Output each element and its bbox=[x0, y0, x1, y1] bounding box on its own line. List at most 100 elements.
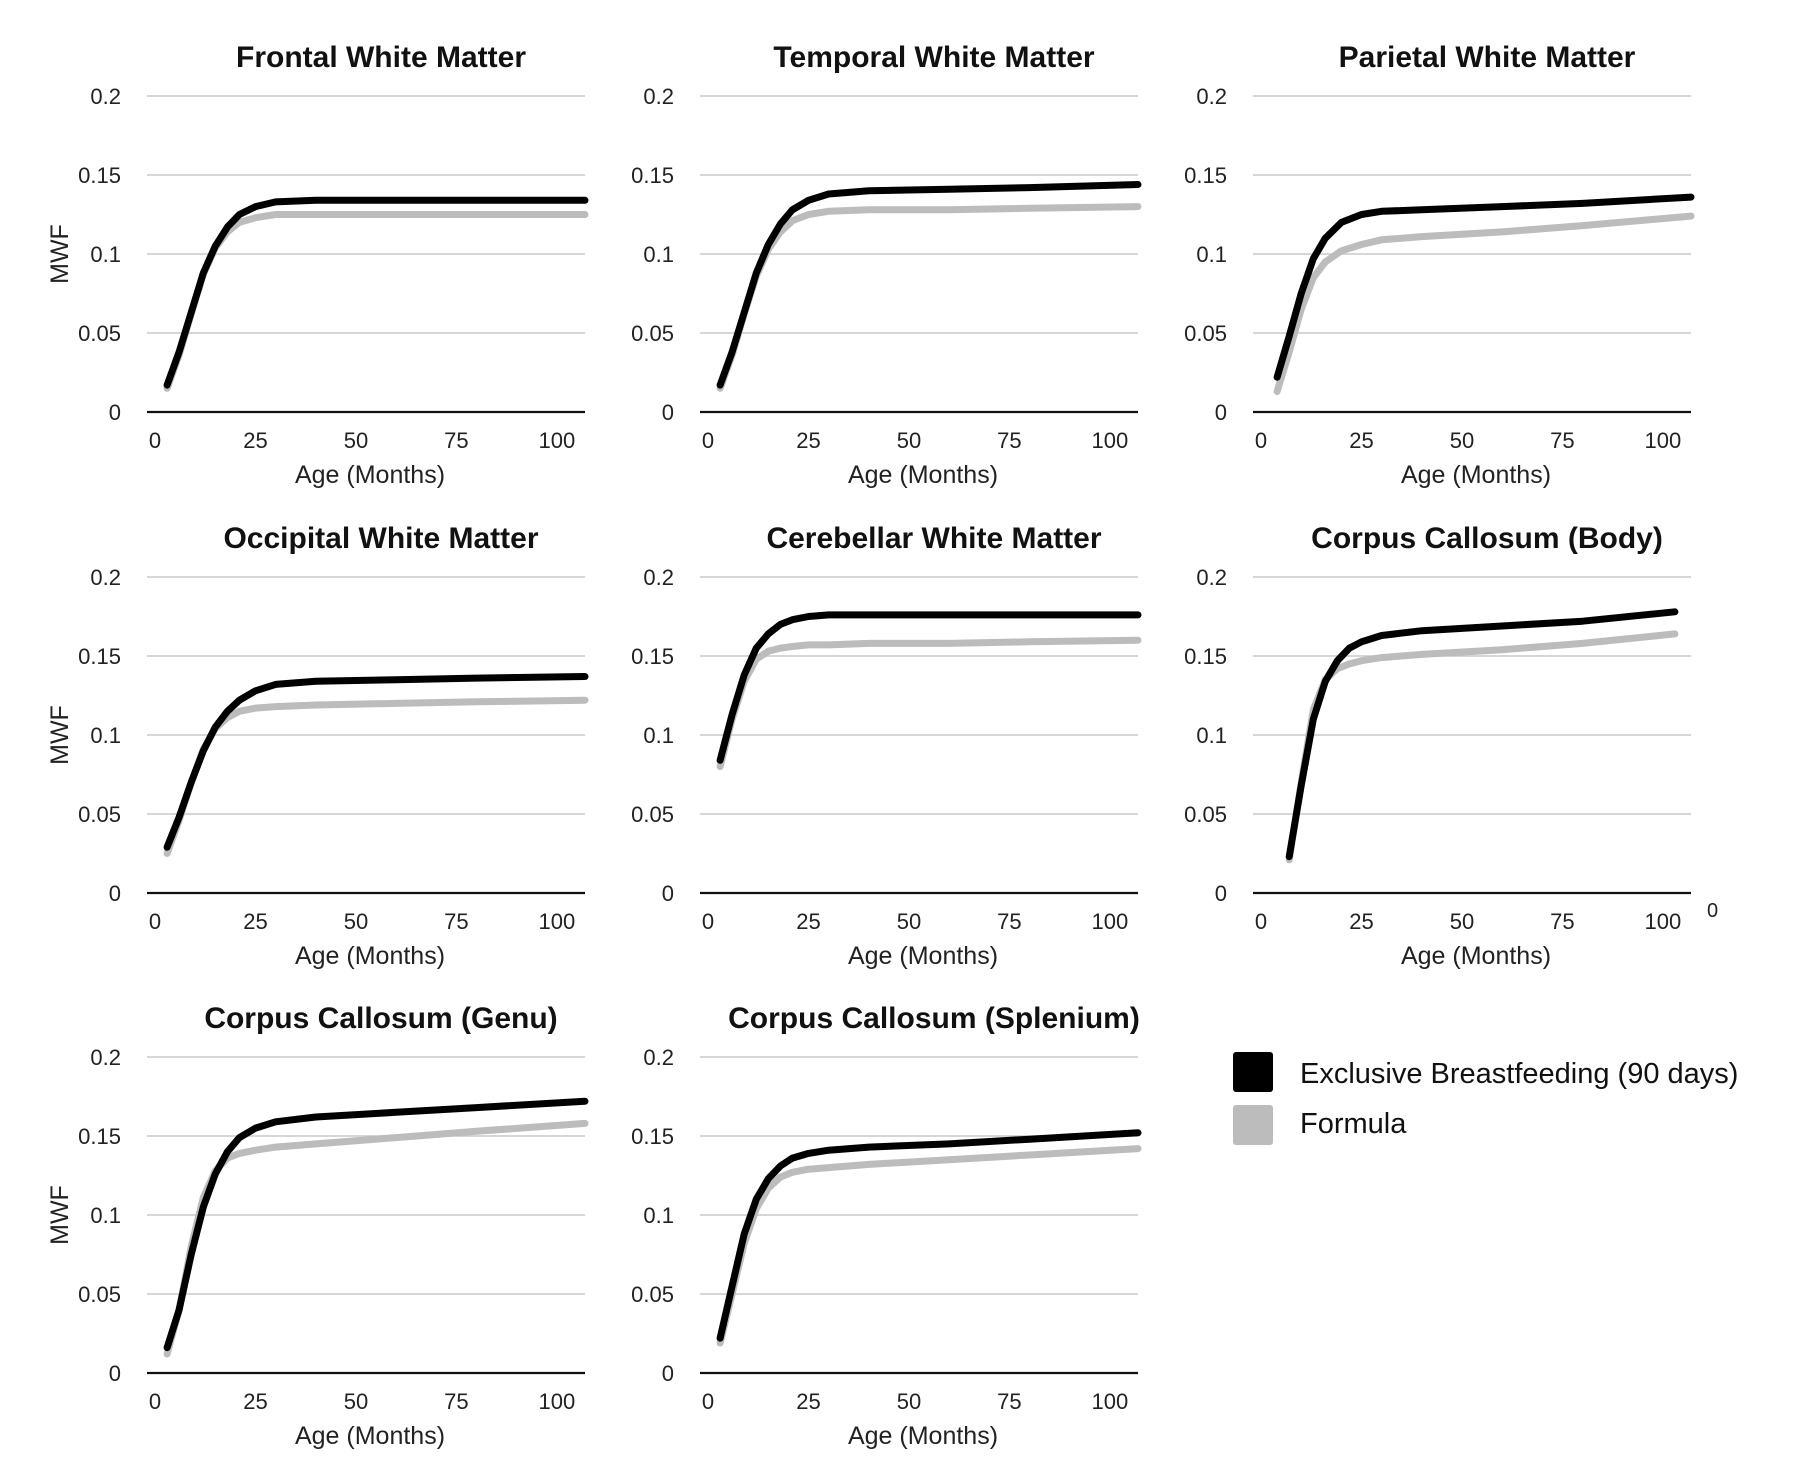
x-axis-label: Age (Months) bbox=[295, 1422, 445, 1450]
panel-title: Temporal White Matter bbox=[773, 41, 1094, 74]
y-tick-label: 0.15 bbox=[631, 1124, 674, 1149]
x-tick-label: 0 bbox=[1255, 428, 1267, 453]
legend-swatch-breastfeeding bbox=[1233, 1052, 1273, 1092]
y-tick-label: 0.15 bbox=[1184, 163, 1227, 188]
y-tick-label: 0.2 bbox=[90, 84, 121, 109]
y-tick-label: 0.05 bbox=[78, 802, 121, 827]
panel-title: Parietal White Matter bbox=[1339, 41, 1636, 74]
x-tick-label: 100 bbox=[1645, 428, 1682, 453]
y-tick-label: 0.2 bbox=[643, 565, 674, 590]
y-tick-label: 0.1 bbox=[90, 1203, 121, 1228]
y-tick-label: 0.1 bbox=[643, 723, 674, 748]
x-tick-label: 25 bbox=[243, 428, 267, 453]
y-tick-label: 0.15 bbox=[631, 163, 674, 188]
y-tick-label: 0.1 bbox=[90, 242, 121, 267]
x-axis-label: Age (Months) bbox=[848, 942, 998, 970]
x-tick-label: 50 bbox=[1450, 428, 1474, 453]
y-tick-label: 0.1 bbox=[643, 242, 674, 267]
x-tick-label: 50 bbox=[1450, 909, 1474, 934]
x-tick-label: 100 bbox=[539, 428, 576, 453]
y-tick-label: 0 bbox=[1215, 400, 1227, 425]
y-tick-label: 0 bbox=[662, 881, 674, 906]
series-line-formula bbox=[163, 211, 589, 392]
series-line-formula bbox=[1273, 212, 1695, 395]
panel-corpus-callosum-body: Corpus Callosum (Body) 0 0.05 0.1 0.15 0.2 0 25… bbox=[1184, 522, 1691, 970]
x-tick-label: 75 bbox=[444, 1389, 468, 1414]
series-line-formula bbox=[1285, 630, 1679, 864]
x-tick-label: 0 bbox=[1255, 909, 1267, 934]
panel-corpus-callosum-genu: Corpus Callosum (Genu) 0 0.05 0.1 0.15 0.2 0 25… bbox=[46, 1002, 589, 1450]
x-axis-label: Age (Months) bbox=[848, 1422, 998, 1450]
stray-tick-label: 0 bbox=[1707, 900, 1718, 922]
y-tick-label: 0.05 bbox=[78, 1282, 121, 1307]
y-tick-label: 0 bbox=[662, 400, 674, 425]
y-tick-label: 0.2 bbox=[1196, 84, 1227, 109]
series-line-breastfeeding bbox=[163, 1097, 589, 1352]
panel-title: Corpus Callosum (Genu) bbox=[204, 1002, 557, 1035]
panel-temporal-white-matter: Temporal White Matter 0 0.05 0.1 0.15 0.2 0 25 5… bbox=[631, 41, 1142, 489]
y-tick-label: 0.15 bbox=[78, 163, 121, 188]
series-line-formula bbox=[163, 696, 589, 857]
x-tick-label: 0 bbox=[149, 428, 161, 453]
panel-occipital-white-matter: Occipital White Matter 0 0.05 0.1 0.15 0.2 0 25… bbox=[46, 522, 589, 970]
panel-title: Cerebellar White Matter bbox=[766, 522, 1101, 555]
x-tick-label: 25 bbox=[243, 909, 267, 934]
legend-label-breastfeeding: Exclusive Breastfeeding (90 days) bbox=[1300, 1058, 1738, 1090]
x-tick-label: 100 bbox=[1645, 909, 1682, 934]
panel-title: Corpus Callosum (Splenium) bbox=[728, 1002, 1140, 1035]
y-tick-label: 0 bbox=[109, 881, 121, 906]
x-tick-label: 0 bbox=[702, 1389, 714, 1414]
series-line-breastfeeding bbox=[716, 1129, 1142, 1342]
x-tick-label: 75 bbox=[997, 428, 1021, 453]
x-tick-label: 50 bbox=[897, 1389, 921, 1414]
legend-label-formula: Formula bbox=[1300, 1108, 1407, 1140]
y-tick-label: 0.05 bbox=[631, 802, 674, 827]
x-tick-label: 25 bbox=[243, 1389, 267, 1414]
y-tick-label: 0 bbox=[1215, 881, 1227, 906]
series-line-breastfeeding bbox=[163, 673, 589, 851]
y-tick-label: 0.15 bbox=[78, 1124, 121, 1149]
x-tick-label: 0 bbox=[702, 909, 714, 934]
y-axis-label: MWF bbox=[46, 1185, 74, 1245]
y-tick-label: 0.15 bbox=[631, 644, 674, 669]
x-tick-label: 75 bbox=[444, 428, 468, 453]
y-tick-label: 0.1 bbox=[643, 1203, 674, 1228]
x-axis-label: Age (Months) bbox=[295, 942, 445, 970]
x-tick-label: 100 bbox=[1092, 909, 1129, 934]
legend-swatch-formula bbox=[1233, 1105, 1273, 1145]
series-line-breastfeeding bbox=[716, 181, 1142, 389]
panel-parietal-white-matter: Parietal White Matter 0 0.05 0.1 0.15 0.2 0 25 5… bbox=[1184, 41, 1695, 489]
y-tick-label: 0 bbox=[109, 400, 121, 425]
x-tick-label: 25 bbox=[796, 428, 820, 453]
panel-corpus-callosum-splenium: Corpus Callosum (Splenium) 0 0.05 0.1 0.15 0.… bbox=[631, 1002, 1142, 1450]
legend: Exclusive Breastfeeding (90 days) Formul… bbox=[1233, 1052, 1738, 1145]
y-tick-label: 0.2 bbox=[90, 1045, 121, 1070]
x-axis-label: Age (Months) bbox=[295, 461, 445, 489]
x-tick-label: 100 bbox=[1092, 1389, 1129, 1414]
panel-title: Occipital White Matter bbox=[223, 522, 538, 555]
x-tick-label: 0 bbox=[149, 909, 161, 934]
x-tick-label: 75 bbox=[997, 909, 1021, 934]
x-tick-label: 25 bbox=[796, 1389, 820, 1414]
y-tick-label: 0 bbox=[662, 1361, 674, 1386]
y-tick-label: 0.05 bbox=[631, 321, 674, 346]
chart-panels: Frontal White Matter 0 0.05 0.1 0.15 0.2 0 25 50… bbox=[46, 41, 1695, 1450]
series-line-formula bbox=[716, 636, 1142, 771]
panel-frontal-white-matter: Frontal White Matter 0 0.05 0.1 0.15 0.2 0 25 50… bbox=[46, 41, 589, 489]
x-tick-label: 100 bbox=[539, 909, 576, 934]
series-line-breastfeeding bbox=[1285, 608, 1679, 861]
y-tick-label: 0.2 bbox=[643, 84, 674, 109]
y-tick-label: 0.2 bbox=[643, 1045, 674, 1070]
x-tick-label: 0 bbox=[149, 1389, 161, 1414]
y-tick-label: 0.05 bbox=[1184, 802, 1227, 827]
x-axis-label: Age (Months) bbox=[848, 461, 998, 489]
x-tick-label: 75 bbox=[1550, 428, 1574, 453]
series-line-breastfeeding bbox=[1273, 193, 1695, 381]
x-tick-label: 100 bbox=[1092, 428, 1129, 453]
x-axis-label: Age (Months) bbox=[1401, 942, 1551, 970]
x-tick-label: 50 bbox=[344, 428, 368, 453]
x-tick-label: 50 bbox=[897, 909, 921, 934]
x-tick-label: 100 bbox=[539, 1389, 576, 1414]
x-axis-label: Age (Months) bbox=[1401, 461, 1551, 489]
